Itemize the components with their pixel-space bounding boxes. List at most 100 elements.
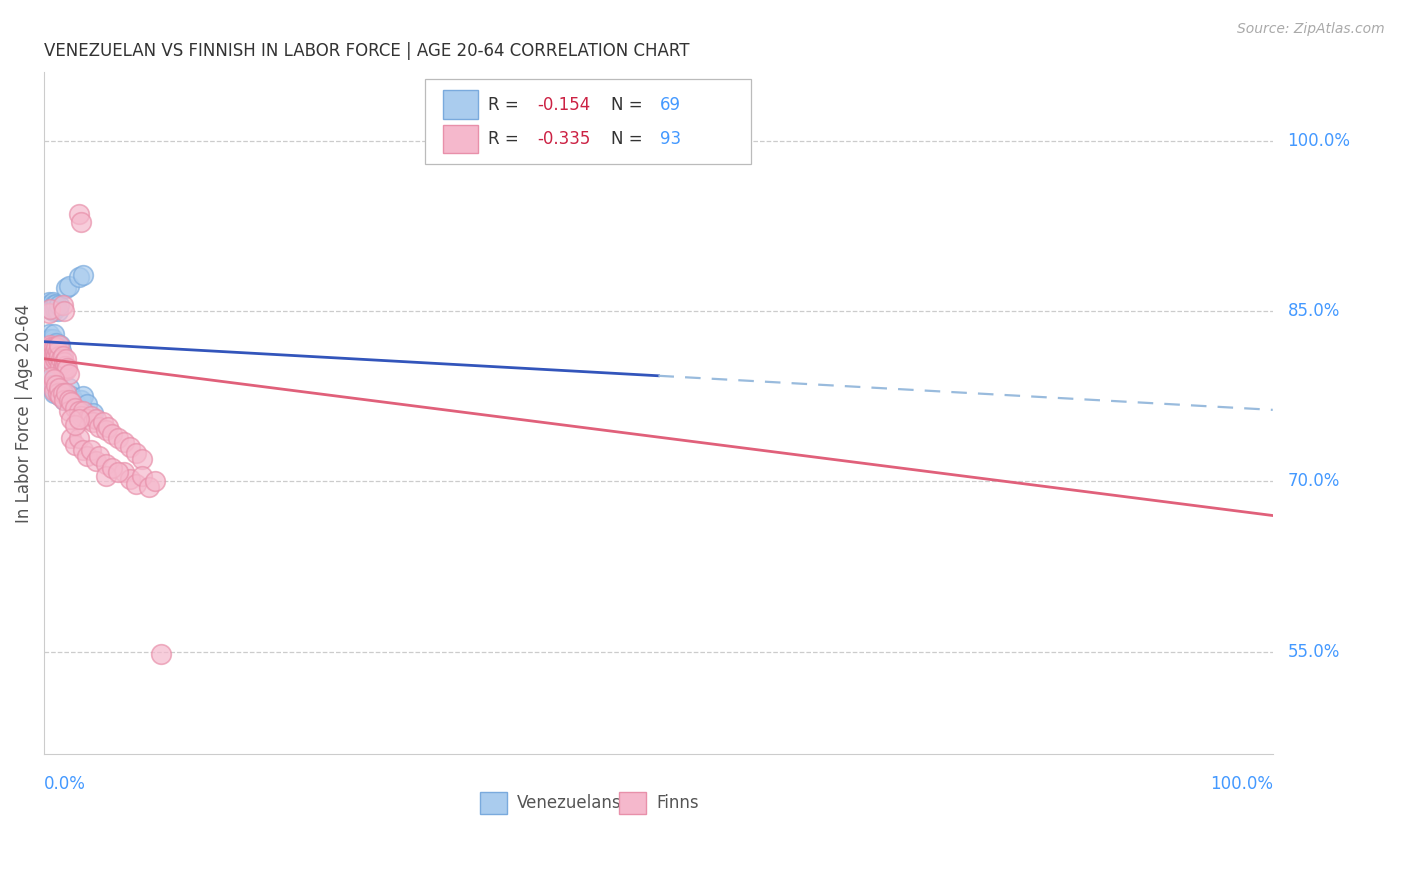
Point — [48, 350, 70, 364]
Point — [44, 351, 66, 366]
Point — [52, 363, 75, 377]
Point — [76, 412, 98, 426]
Point — [70, 409, 93, 423]
Point — [48, 298, 70, 312]
Point — [112, 466, 135, 480]
Point — [58, 279, 80, 293]
Point — [37, 343, 59, 358]
Text: 100.0%: 100.0% — [1209, 774, 1272, 793]
Point — [42, 375, 65, 389]
Point — [149, 647, 172, 661]
Point — [97, 420, 120, 434]
Point — [45, 350, 67, 364]
Point — [63, 395, 86, 409]
Point — [72, 268, 94, 282]
Point — [38, 351, 60, 366]
Point — [89, 450, 111, 464]
Point — [38, 294, 60, 309]
Point — [41, 350, 63, 364]
Point — [91, 415, 114, 429]
Point — [44, 343, 66, 358]
Point — [39, 301, 62, 316]
Point — [63, 438, 86, 452]
Point — [51, 385, 73, 400]
Point — [67, 404, 90, 418]
Point — [46, 385, 69, 400]
Point — [94, 468, 117, 483]
Point — [46, 340, 69, 354]
Point — [51, 351, 73, 366]
Point — [67, 431, 90, 445]
Point — [45, 343, 67, 358]
Point — [42, 385, 65, 400]
Point — [37, 298, 59, 312]
Point — [60, 395, 83, 409]
Point — [70, 406, 93, 420]
Point — [56, 360, 79, 375]
Point — [41, 377, 63, 392]
Point — [39, 301, 62, 316]
Point — [80, 442, 103, 457]
Point — [48, 381, 70, 395]
Point — [120, 472, 142, 486]
Point — [42, 372, 65, 386]
Point — [39, 347, 62, 361]
Point — [41, 372, 63, 386]
Point — [51, 350, 73, 364]
Point — [48, 350, 70, 364]
Point — [49, 389, 72, 403]
Point — [42, 340, 65, 354]
Point — [94, 423, 117, 437]
Point — [39, 350, 62, 364]
Point — [49, 389, 72, 403]
Point — [44, 338, 66, 352]
Point — [42, 384, 65, 398]
Point — [55, 351, 77, 366]
Point — [76, 397, 98, 411]
Text: 0.0%: 0.0% — [44, 774, 86, 793]
Point — [94, 458, 117, 472]
Text: 93: 93 — [659, 130, 681, 148]
Point — [53, 359, 76, 373]
Point — [55, 363, 77, 377]
Point — [84, 454, 107, 468]
Point — [39, 333, 62, 347]
Point — [70, 215, 93, 229]
Point — [52, 392, 75, 407]
Point — [52, 355, 75, 369]
Point — [42, 350, 65, 364]
Point — [52, 392, 75, 407]
Bar — [443, 90, 478, 119]
Point — [44, 347, 66, 361]
Text: R =: R = — [488, 95, 523, 113]
Point — [58, 392, 80, 407]
Point — [38, 338, 60, 352]
Point — [100, 426, 122, 441]
Point — [41, 381, 63, 395]
Point — [51, 298, 73, 312]
Point — [49, 359, 72, 373]
Point — [35, 338, 58, 352]
Point — [46, 385, 69, 400]
Point — [48, 343, 70, 358]
Point — [84, 412, 107, 426]
Point — [51, 360, 73, 375]
Text: 100.0%: 100.0% — [1288, 132, 1351, 150]
Point — [46, 351, 69, 366]
Point — [131, 468, 153, 483]
Text: -0.335: -0.335 — [537, 130, 591, 148]
Point — [41, 347, 63, 361]
Point — [143, 475, 166, 489]
Y-axis label: In Labor Force | Age 20-64: In Labor Force | Age 20-64 — [15, 303, 32, 523]
Point — [44, 301, 66, 316]
Point — [51, 385, 73, 400]
Point — [58, 381, 80, 395]
Point — [60, 431, 83, 445]
Point — [45, 377, 67, 392]
Text: Source: ZipAtlas.com: Source: ZipAtlas.com — [1237, 22, 1385, 37]
Point — [41, 294, 63, 309]
Point — [48, 381, 70, 395]
Point — [60, 389, 83, 403]
Point — [80, 409, 103, 423]
Bar — [443, 125, 478, 153]
